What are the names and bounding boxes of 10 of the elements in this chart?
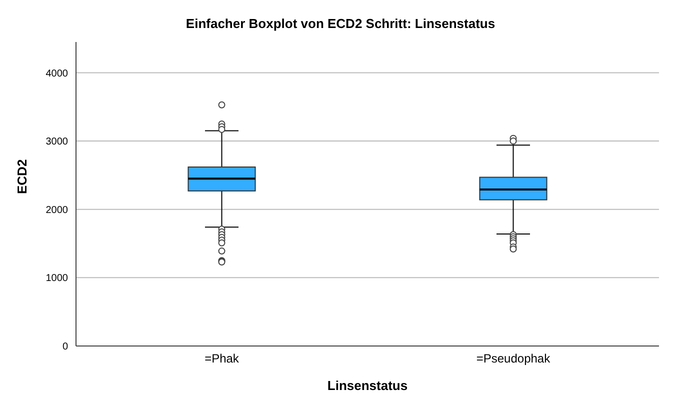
x-tick-label: =Phak <box>204 352 240 366</box>
x-tick-label: =Pseudophak <box>476 352 552 366</box>
y-tick-label: 1000 <box>46 273 68 284</box>
y-axis-title: ECD2 <box>14 159 30 194</box>
y-tick-label: 3000 <box>46 136 68 148</box>
y-tick-label: 2000 <box>46 204 68 216</box>
chart-title: Einfacher Boxplot von ECD2 Schritt: Linsenstatus <box>184 16 496 31</box>
x-axis-title: Linsenstatus <box>327 378 408 393</box>
y-tick-label: 0 <box>62 342 68 353</box>
y-tick-label: 4000 <box>46 68 68 80</box>
